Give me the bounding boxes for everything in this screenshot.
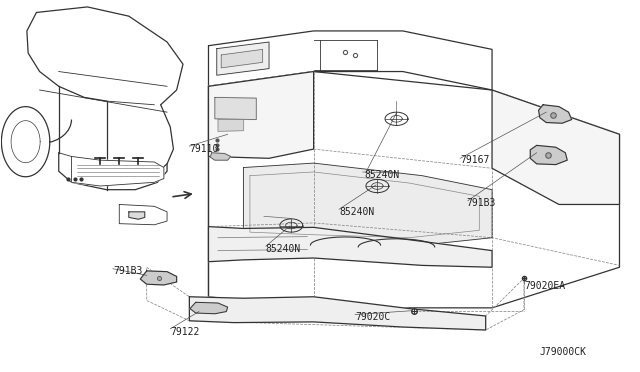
Polygon shape [221,49,262,68]
Text: 85240N: 85240N [339,207,374,217]
Polygon shape [209,71,314,158]
Polygon shape [215,97,256,119]
Polygon shape [190,302,228,314]
Text: 79020C: 79020C [355,312,390,322]
Text: 85240N: 85240N [266,244,301,254]
Text: 85240N: 85240N [365,170,400,180]
Polygon shape [72,157,164,186]
Polygon shape [119,205,167,225]
Polygon shape [244,163,492,245]
Polygon shape [209,71,620,308]
Polygon shape [539,105,572,123]
Polygon shape [1,107,50,177]
Text: 79122: 79122 [170,327,200,337]
Polygon shape [140,271,177,285]
Text: 79110: 79110 [189,144,219,154]
Polygon shape [211,153,231,160]
Polygon shape [209,31,492,90]
Polygon shape [129,212,145,219]
Text: 79020EA: 79020EA [524,281,565,291]
Text: J79000CK: J79000CK [540,347,587,357]
Polygon shape [189,297,486,330]
Text: 791B3: 791B3 [113,266,142,276]
Polygon shape [492,90,620,205]
Text: 79167: 79167 [460,155,490,165]
Text: 791B3: 791B3 [467,198,496,208]
Polygon shape [531,145,567,164]
Polygon shape [209,227,492,267]
Polygon shape [218,119,244,131]
Polygon shape [217,42,269,75]
